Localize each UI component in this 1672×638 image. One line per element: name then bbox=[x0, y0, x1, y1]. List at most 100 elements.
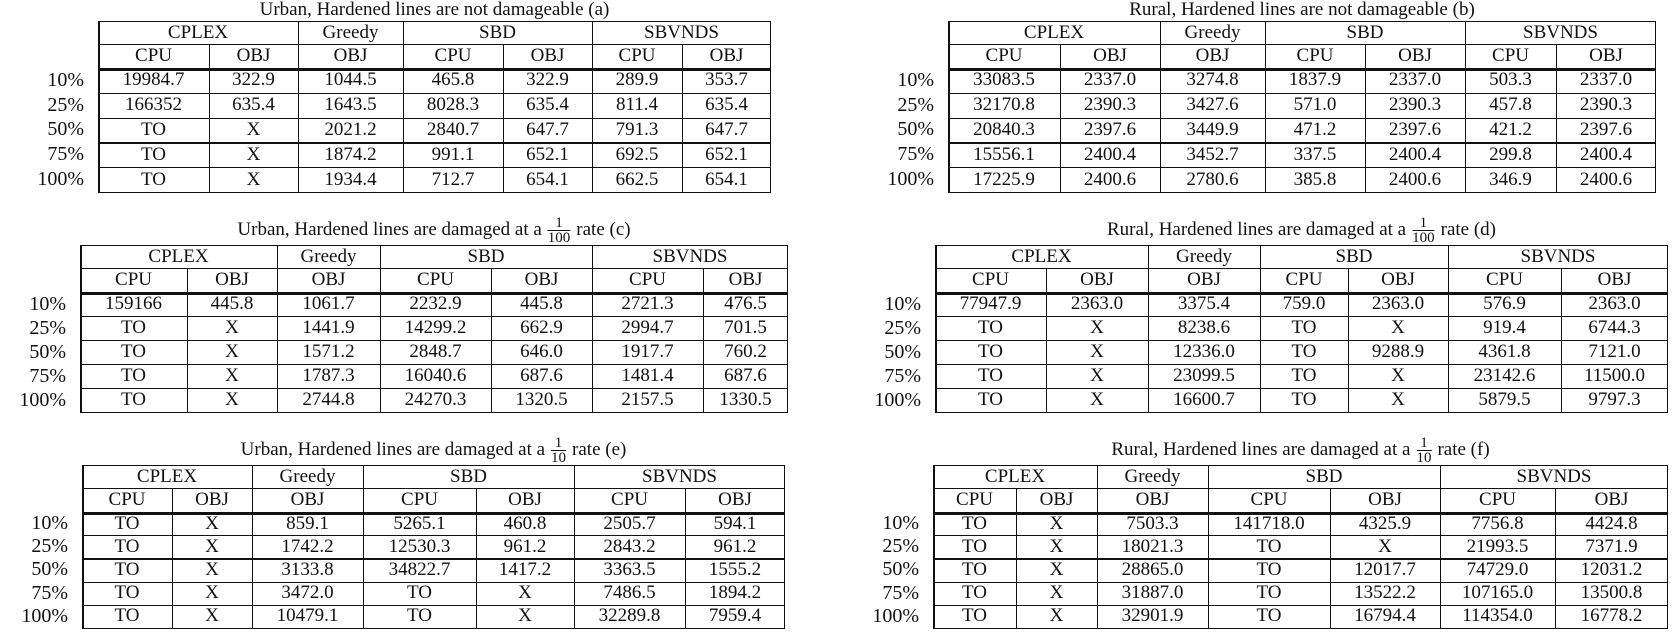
table-rule bbox=[1016, 488, 1018, 628]
table-cell: 961.2 bbox=[713, 535, 757, 557]
row-label: 50% bbox=[47, 118, 84, 141]
table-rule bbox=[948, 117, 1656, 119]
table-rule bbox=[1160, 21, 1162, 192]
table-cell: 141718.0 bbox=[1233, 512, 1305, 534]
metric-header: CPU bbox=[1486, 269, 1523, 290]
table-cell: TO bbox=[962, 605, 987, 627]
table-rule bbox=[935, 340, 1668, 342]
table-cell: TO bbox=[121, 365, 146, 386]
table-title-text: Urban, Hardened lines are not damageable… bbox=[259, 0, 610, 20]
table-rule bbox=[574, 465, 576, 628]
method-header: SBD bbox=[467, 245, 505, 267]
table-rule bbox=[1654, 21, 1656, 193]
fraction-denominator: 10 bbox=[551, 450, 567, 466]
method-header: SBD bbox=[1305, 465, 1343, 487]
table-cell: TO bbox=[978, 317, 1003, 338]
table-cell: 20840.3 bbox=[973, 118, 1035, 140]
table-cell: TO bbox=[114, 535, 140, 557]
table-rule bbox=[1148, 245, 1150, 412]
row-label: 25% bbox=[897, 93, 934, 116]
table-cell: 1917.7 bbox=[621, 341, 674, 362]
metric-header: CPU bbox=[1296, 45, 1334, 66]
table-rule bbox=[80, 388, 788, 390]
table-rule bbox=[935, 245, 937, 412]
table-cell: 811.4 bbox=[615, 94, 659, 116]
table-cell: X bbox=[205, 605, 219, 627]
metric-header: CPU bbox=[611, 489, 648, 510]
row-label: 75% bbox=[882, 581, 919, 604]
table-rule bbox=[82, 512, 785, 515]
table-cell: TO bbox=[1256, 605, 1282, 627]
table-cell: 289.9 bbox=[615, 69, 659, 91]
table-cell: 1330.5 bbox=[719, 389, 772, 410]
table-cell: X bbox=[1049, 535, 1064, 557]
table-cell: 2843.2 bbox=[603, 535, 656, 557]
method-header: CPLEX bbox=[1023, 21, 1085, 43]
table-cell: 7486.5 bbox=[603, 582, 656, 604]
row-label: 10% bbox=[882, 512, 919, 535]
table-cell: 2397.6 bbox=[1388, 118, 1442, 140]
table-rule bbox=[935, 245, 1668, 247]
table-rule bbox=[298, 21, 300, 192]
metric-header: CPU bbox=[1285, 269, 1323, 290]
table-rule bbox=[933, 488, 1668, 490]
table-cell: X bbox=[225, 365, 239, 386]
row-label: 75% bbox=[897, 143, 934, 166]
table-rule bbox=[98, 117, 771, 119]
table-cell: X bbox=[1378, 535, 1392, 557]
metric-header: CPU bbox=[629, 269, 666, 290]
table-rule bbox=[82, 581, 785, 583]
table-rule bbox=[252, 465, 254, 628]
table-rule bbox=[1365, 44, 1367, 192]
table-rule bbox=[948, 44, 1656, 46]
table-cell: 353.7 bbox=[705, 69, 748, 91]
table-cell: 2337.0 bbox=[1388, 69, 1442, 91]
row-label: 25% bbox=[47, 93, 84, 116]
table-cell: 476.5 bbox=[724, 293, 767, 314]
table-cell: TO bbox=[962, 558, 987, 580]
table-cell: 692.5 bbox=[615, 143, 659, 165]
table-cell: 7959.4 bbox=[708, 605, 762, 627]
table-cell: TO bbox=[121, 317, 146, 338]
table-cell: 2994.7 bbox=[621, 317, 674, 338]
table-rule bbox=[82, 465, 785, 467]
table-cell: 859.1 bbox=[286, 512, 329, 534]
table-cell: TO bbox=[962, 582, 987, 604]
table-cell: 2400.4 bbox=[1083, 143, 1137, 165]
table-title-text: Rural, Hardened lines are damaged at a bbox=[1111, 438, 1411, 460]
table-cell: TO bbox=[407, 582, 432, 604]
table-cell: 2780.6 bbox=[1186, 168, 1239, 190]
table-cell: TO bbox=[1291, 317, 1317, 338]
table-cell: 4361.8 bbox=[1478, 341, 1531, 362]
table-rule bbox=[476, 488, 478, 628]
table-cell: 7503.3 bbox=[1126, 512, 1179, 534]
method-header: Greedy bbox=[300, 245, 357, 267]
table-cell: 654.1 bbox=[705, 168, 748, 190]
table-cell: 465.8 bbox=[431, 69, 475, 91]
table-cell: X bbox=[225, 317, 239, 338]
table-cell: 16040.6 bbox=[404, 365, 467, 386]
method-header: CPLEX bbox=[167, 21, 229, 43]
table-cell: 647.7 bbox=[526, 118, 569, 140]
table-rule bbox=[935, 388, 1668, 390]
table-cell: 1441.9 bbox=[302, 317, 355, 338]
table-cell: 1643.5 bbox=[324, 94, 377, 116]
table-rule bbox=[80, 268, 788, 270]
table-cell: X bbox=[246, 143, 261, 165]
table-title-suffix: rate (f) bbox=[1437, 438, 1490, 460]
table-cell: 2400.6 bbox=[1083, 168, 1137, 190]
metric-header: OBJ bbox=[508, 489, 542, 510]
metric-header: OBJ bbox=[524, 269, 559, 290]
table-cell: 32170.8 bbox=[973, 94, 1035, 116]
table-cell: 647.7 bbox=[705, 118, 748, 140]
table-rule bbox=[80, 364, 788, 366]
table-cell: 18021.3 bbox=[1121, 535, 1184, 557]
table-cell: 1481.4 bbox=[621, 365, 674, 386]
table-cell: 3375.4 bbox=[1177, 293, 1231, 314]
metric-header: OBJ bbox=[1093, 45, 1127, 66]
table-rule bbox=[80, 412, 788, 414]
table-cell: 13522.2 bbox=[1354, 582, 1416, 604]
table-rule bbox=[948, 21, 1656, 23]
table-cell: 9288.9 bbox=[1371, 341, 1425, 362]
table-cell: 687.6 bbox=[724, 365, 767, 386]
